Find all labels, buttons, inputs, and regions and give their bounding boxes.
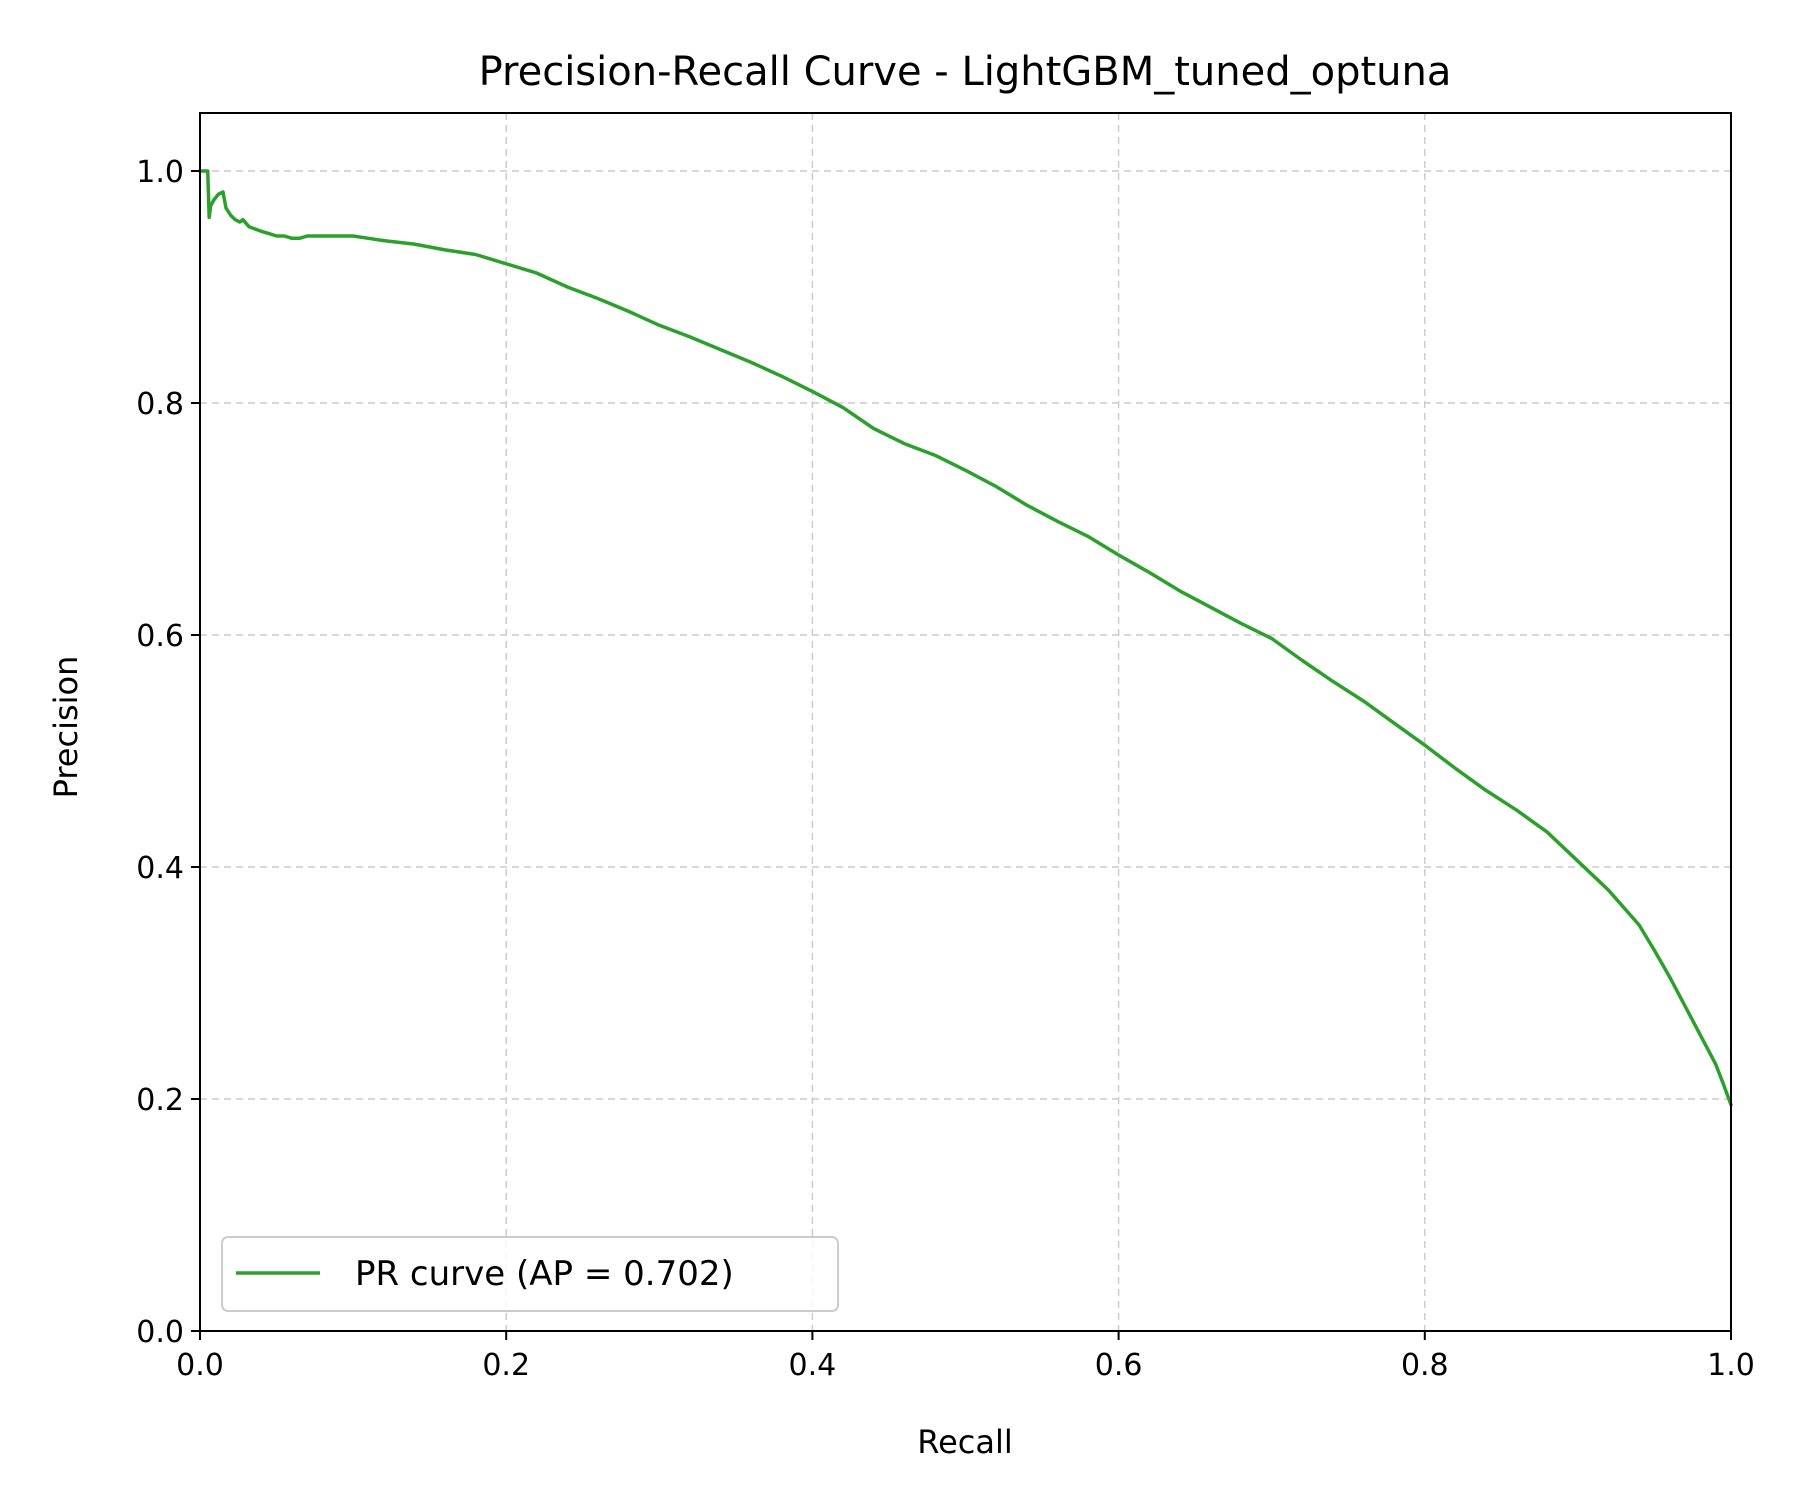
x-tick-label: 1.0 — [1707, 1348, 1755, 1383]
x-tick-label: 0.4 — [789, 1348, 837, 1383]
x-axis-label: Recall — [917, 1423, 1012, 1461]
y-axis: 0.0 0.2 0.4 0.6 0.8 1.0 — [136, 155, 200, 1350]
legend-label: PR curve (AP = 0.702) — [355, 1254, 734, 1294]
y-axis-label: Precision — [47, 656, 85, 799]
x-axis: 0.0 0.2 0.4 0.6 0.8 1.0 — [176, 1331, 1755, 1383]
y-tick-label: 0.6 — [136, 619, 184, 654]
y-tick-label: 0.0 — [136, 1315, 184, 1350]
pr-curve-line — [198, 169, 1733, 1107]
legend: PR curve (AP = 0.702) — [221, 1236, 839, 1312]
y-tick-label: 0.8 — [136, 387, 184, 422]
y-tick-label: 1.0 — [136, 155, 184, 190]
x-tick-label: 0.8 — [1401, 1348, 1449, 1383]
y-tick-label: 0.2 — [136, 1083, 184, 1118]
plot-frame — [199, 112, 1732, 1332]
y-tick-label: 0.4 — [136, 851, 184, 886]
x-tick-label: 0.2 — [482, 1348, 530, 1383]
x-tick-label: 0.0 — [176, 1348, 224, 1383]
x-tick-label: 0.6 — [1095, 1348, 1143, 1383]
legend-box — [221, 1236, 839, 1312]
chart-title: Precision-Recall Curve - LightGBM_tuned_… — [479, 49, 1452, 95]
